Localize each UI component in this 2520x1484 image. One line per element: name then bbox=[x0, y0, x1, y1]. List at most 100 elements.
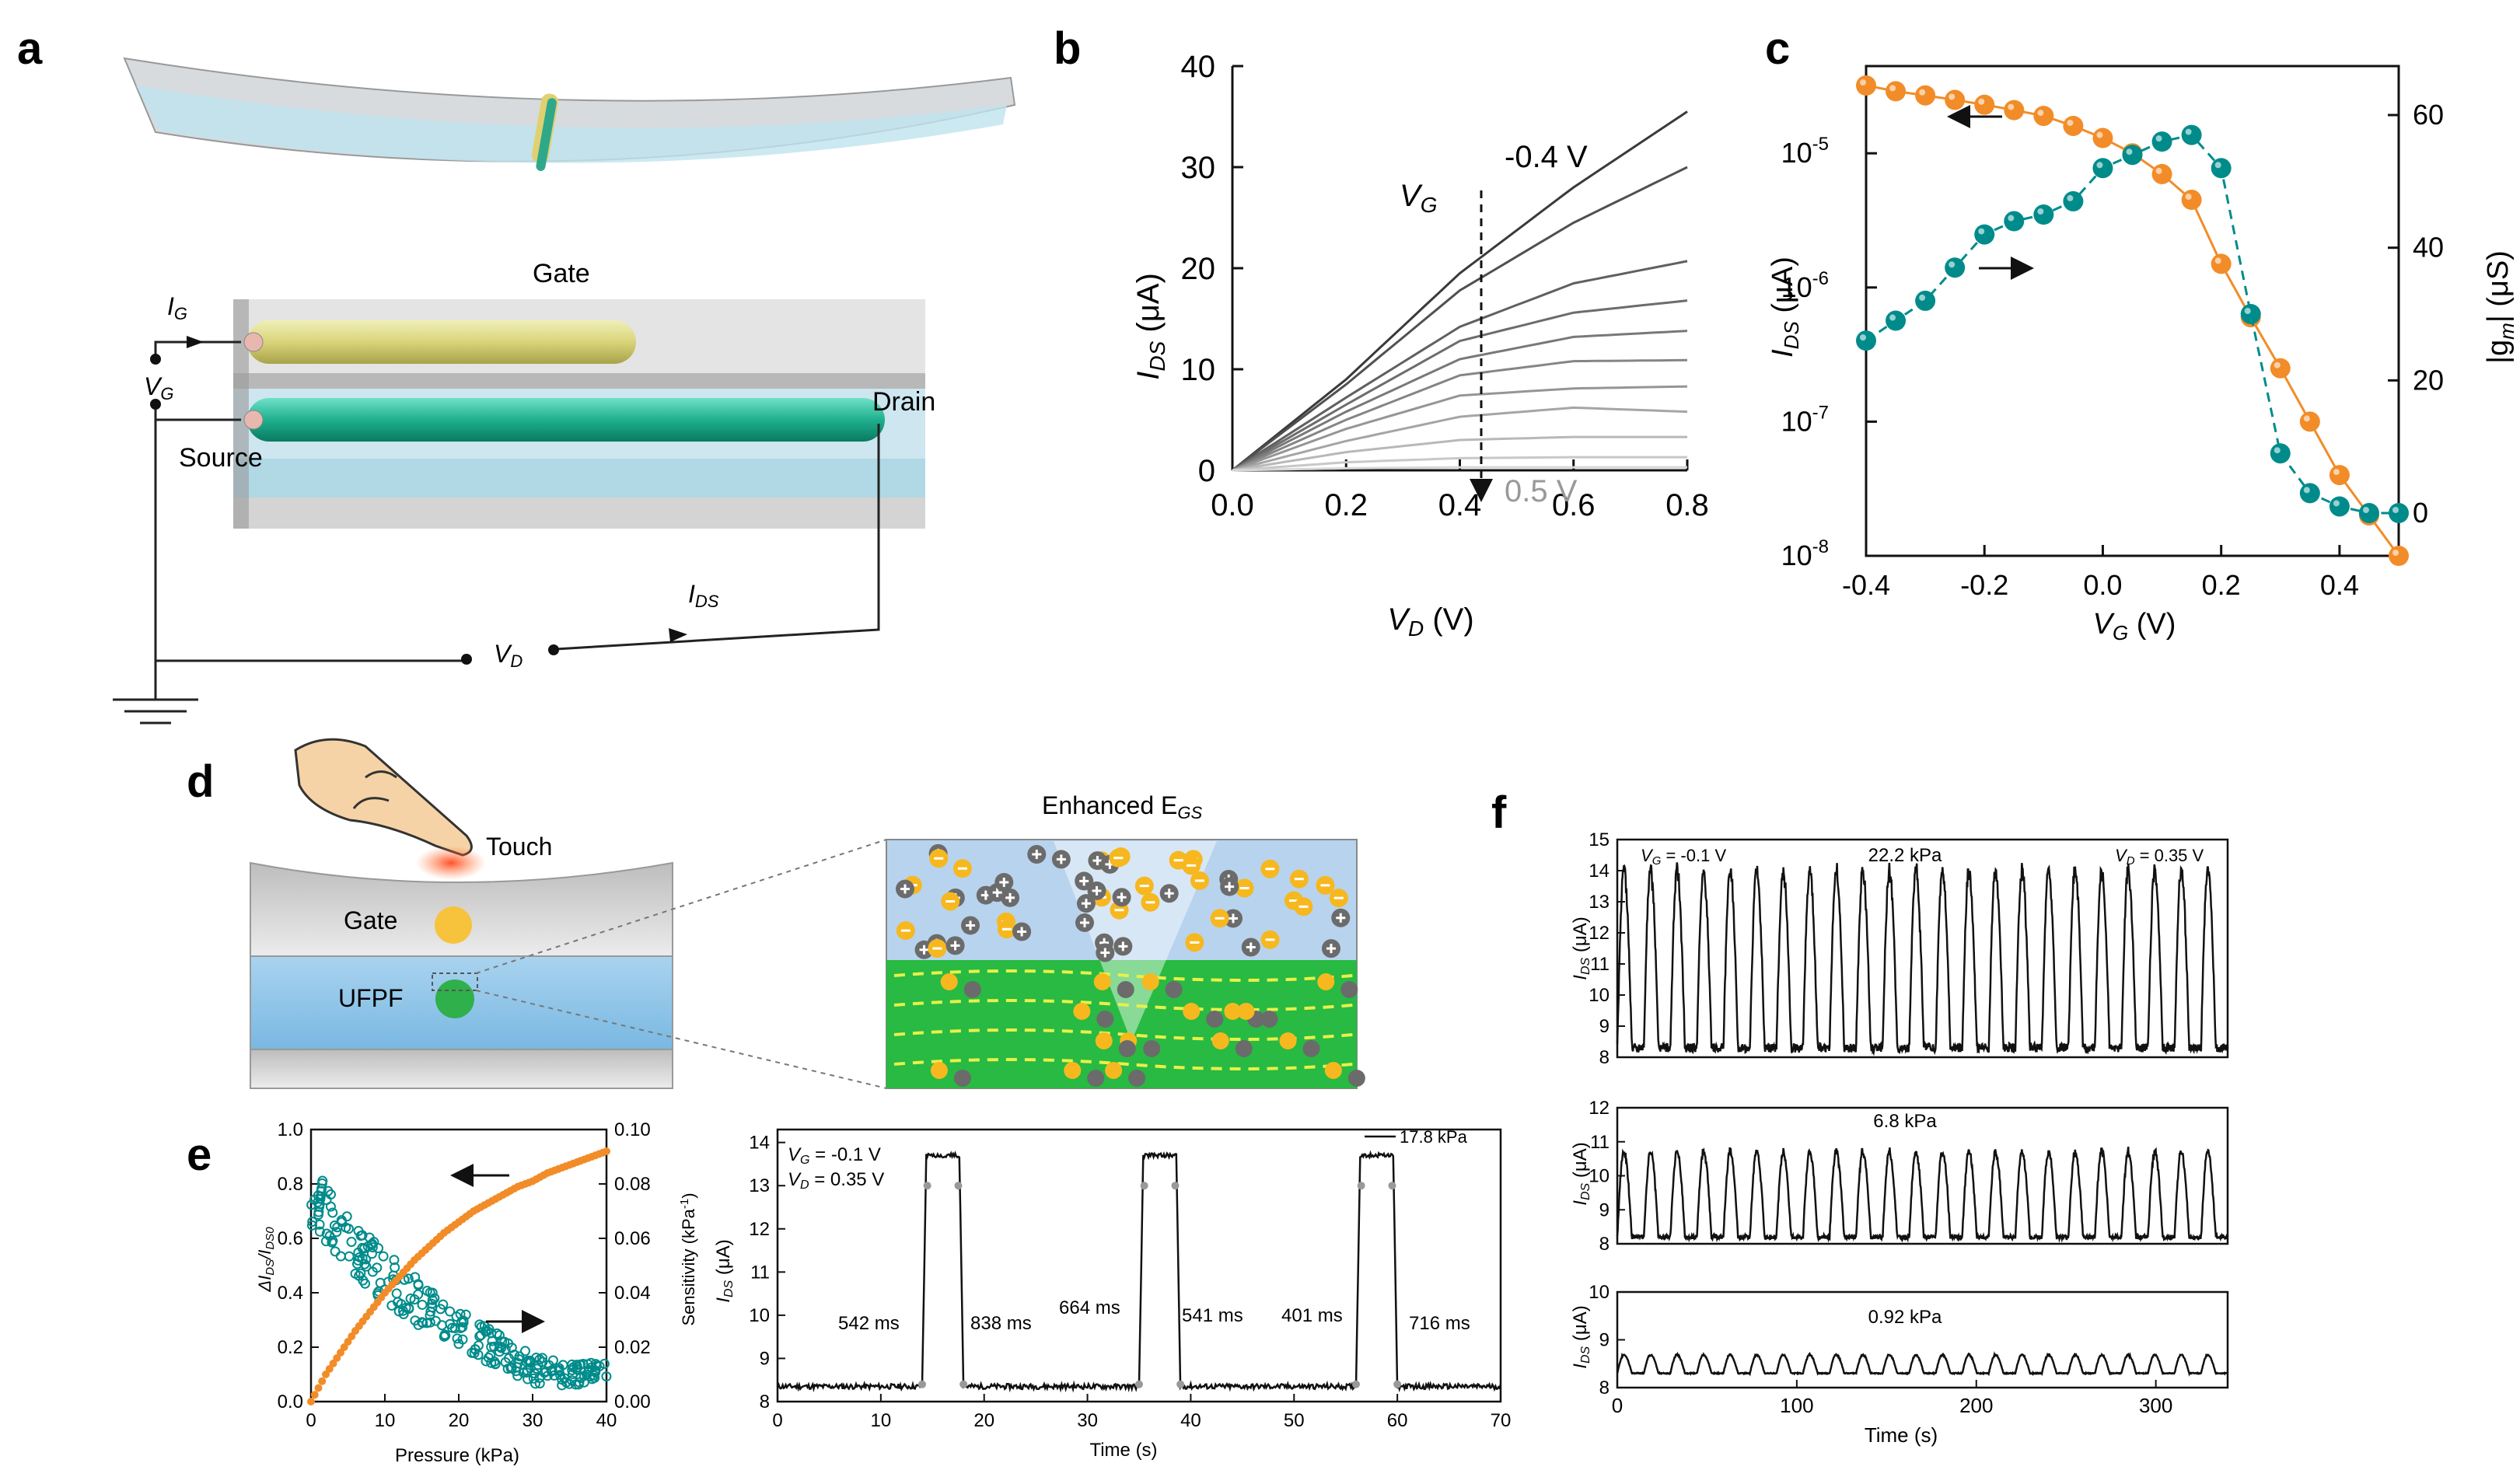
series-line bbox=[1232, 358, 1688, 472]
ytick-label: 0.2 bbox=[278, 1337, 303, 1358]
sensitivity-point bbox=[389, 1255, 400, 1266]
sensitivity-point bbox=[537, 1357, 548, 1367]
ytick-label: 9 bbox=[1599, 1330, 1610, 1351]
chart-f-p3: 0.92 kPa bbox=[1868, 1307, 1942, 1328]
chart-e-xlabel: Pressure (kPa) bbox=[395, 1445, 519, 1466]
chart-b-xlabel: VD (V) bbox=[1387, 602, 1473, 641]
series-point bbox=[2004, 211, 2025, 232]
series-point-highlight bbox=[2185, 128, 2192, 135]
sensitivity-point bbox=[327, 1237, 337, 1248]
series-line bbox=[1232, 260, 1688, 472]
response-point bbox=[329, 1360, 337, 1367]
panel-b: b 0 10 20 30 40 0.0 0.2 0.4 0.6 0.8 IDS (μA) VD (… bbox=[1054, 23, 1709, 641]
response-trace bbox=[1616, 862, 2229, 1056]
sensitivity-point bbox=[307, 1217, 318, 1227]
gate-rod bbox=[247, 320, 636, 364]
bound-anion bbox=[1064, 1062, 1082, 1079]
series-point-highlight bbox=[2155, 167, 2162, 174]
chart-e2-vg: VG = -0.1 V bbox=[788, 1144, 881, 1167]
anion-sign bbox=[1294, 878, 1304, 881]
xtick-label: 40 bbox=[1180, 1410, 1201, 1431]
bound-anion bbox=[1324, 1062, 1342, 1079]
sensitivity-point bbox=[314, 1226, 325, 1237]
cation-sign bbox=[1035, 849, 1038, 859]
series-line bbox=[1232, 385, 1688, 472]
sensitivity-point bbox=[500, 1344, 511, 1355]
response-point bbox=[603, 1147, 610, 1155]
sensitivity-point bbox=[590, 1359, 601, 1370]
sensitivity-point bbox=[585, 1371, 596, 1382]
anion-sign bbox=[1145, 901, 1155, 904]
sensitivity-point bbox=[438, 1299, 449, 1310]
bound-anion bbox=[940, 973, 958, 990]
ylabel-i: I bbox=[1570, 975, 1591, 980]
sensitivity-point bbox=[386, 1300, 397, 1311]
sensitivity-point bbox=[427, 1287, 438, 1298]
chart-e2: 0 10 20 30 40 50 60 70 8 9 10 11 12 13 14 542 ms 838 ms 6… bbox=[749, 1128, 1512, 1431]
sensitivity-point bbox=[570, 1379, 581, 1390]
series-line bbox=[1865, 133, 2399, 515]
bound-cation bbox=[953, 1070, 971, 1087]
timing-marker bbox=[954, 1182, 963, 1190]
chart-f-vd: VD = 0.35 V bbox=[2115, 846, 2204, 868]
ytick-right-label: 0.00 bbox=[614, 1391, 651, 1412]
cation-sign bbox=[1096, 856, 1099, 866]
xtick-label: 70 bbox=[1491, 1410, 1512, 1431]
ytick-right-label: 0 bbox=[2413, 497, 2428, 529]
series-point-highlight bbox=[2037, 208, 2044, 215]
chart-c-xlabel: VG (V) bbox=[2093, 608, 2176, 644]
bound-anion bbox=[930, 1062, 948, 1079]
bound-cation bbox=[1260, 1011, 1278, 1028]
ytick-exp: -7 bbox=[1812, 402, 1829, 423]
chart-e-ylabel-left: ΔIDS/IDS0 bbox=[255, 1227, 277, 1293]
sensitivity-point bbox=[378, 1251, 389, 1262]
ytick-right-label: 20 bbox=[2413, 364, 2444, 396]
sensitivity-point bbox=[320, 1236, 331, 1247]
sensitivity-point bbox=[361, 1254, 372, 1265]
cation-sign bbox=[1168, 889, 1171, 899]
series-point-highlight bbox=[2274, 361, 2281, 368]
d-ufpf-label: UFPF bbox=[338, 984, 404, 1012]
dopant-chain bbox=[893, 999, 1354, 1011]
ytick-right-label: 0.10 bbox=[614, 1119, 651, 1140]
ytick-label: 10 bbox=[1589, 1166, 1610, 1187]
sensitivity-point bbox=[306, 1220, 317, 1231]
sensitivity-point bbox=[487, 1336, 498, 1346]
xtick-label: 60 bbox=[1387, 1410, 1408, 1431]
response-point bbox=[325, 1365, 334, 1373]
xtick-label: 50 bbox=[1284, 1410, 1305, 1431]
series-point-highlight bbox=[2185, 194, 2192, 201]
sensitivity-point bbox=[330, 1246, 341, 1257]
series-point-highlight bbox=[2392, 507, 2399, 513]
sensitivity-point bbox=[390, 1262, 400, 1273]
series-point bbox=[2122, 145, 2143, 166]
timing-label: 401 ms bbox=[1281, 1305, 1343, 1326]
cation-sign bbox=[1085, 899, 1088, 909]
timing-marker bbox=[1393, 1380, 1402, 1388]
ytick-right-label: 0.04 bbox=[614, 1283, 651, 1304]
series-point-highlight bbox=[2274, 447, 2281, 454]
sensitivity-point bbox=[525, 1363, 536, 1374]
sensitivity-point bbox=[353, 1226, 364, 1237]
ytick-exp: -6 bbox=[1812, 268, 1829, 289]
sensitivity-point bbox=[583, 1364, 594, 1375]
bound-cation bbox=[1340, 981, 1358, 998]
sensitivity-point bbox=[440, 1330, 451, 1341]
series-point bbox=[2299, 483, 2320, 504]
chart-e2-legend: 17.8 kPa bbox=[1400, 1127, 1468, 1147]
ytick-label: 0.4 bbox=[278, 1283, 303, 1304]
series-point bbox=[1886, 310, 1907, 331]
timing-marker bbox=[1135, 1380, 1143, 1388]
sensitivity-point bbox=[344, 1251, 355, 1262]
series-point-highlight bbox=[2214, 257, 2221, 264]
cation-sign bbox=[1083, 917, 1086, 927]
series-point-highlight bbox=[1949, 93, 1956, 100]
series-point bbox=[1915, 290, 1936, 311]
cation-sign bbox=[1250, 942, 1253, 952]
sensitivity-point bbox=[445, 1306, 456, 1317]
bound-cation bbox=[1087, 1070, 1105, 1087]
series-point-highlight bbox=[2303, 415, 2310, 422]
bound-cation bbox=[1347, 1070, 1365, 1087]
finger-icon bbox=[294, 738, 473, 857]
